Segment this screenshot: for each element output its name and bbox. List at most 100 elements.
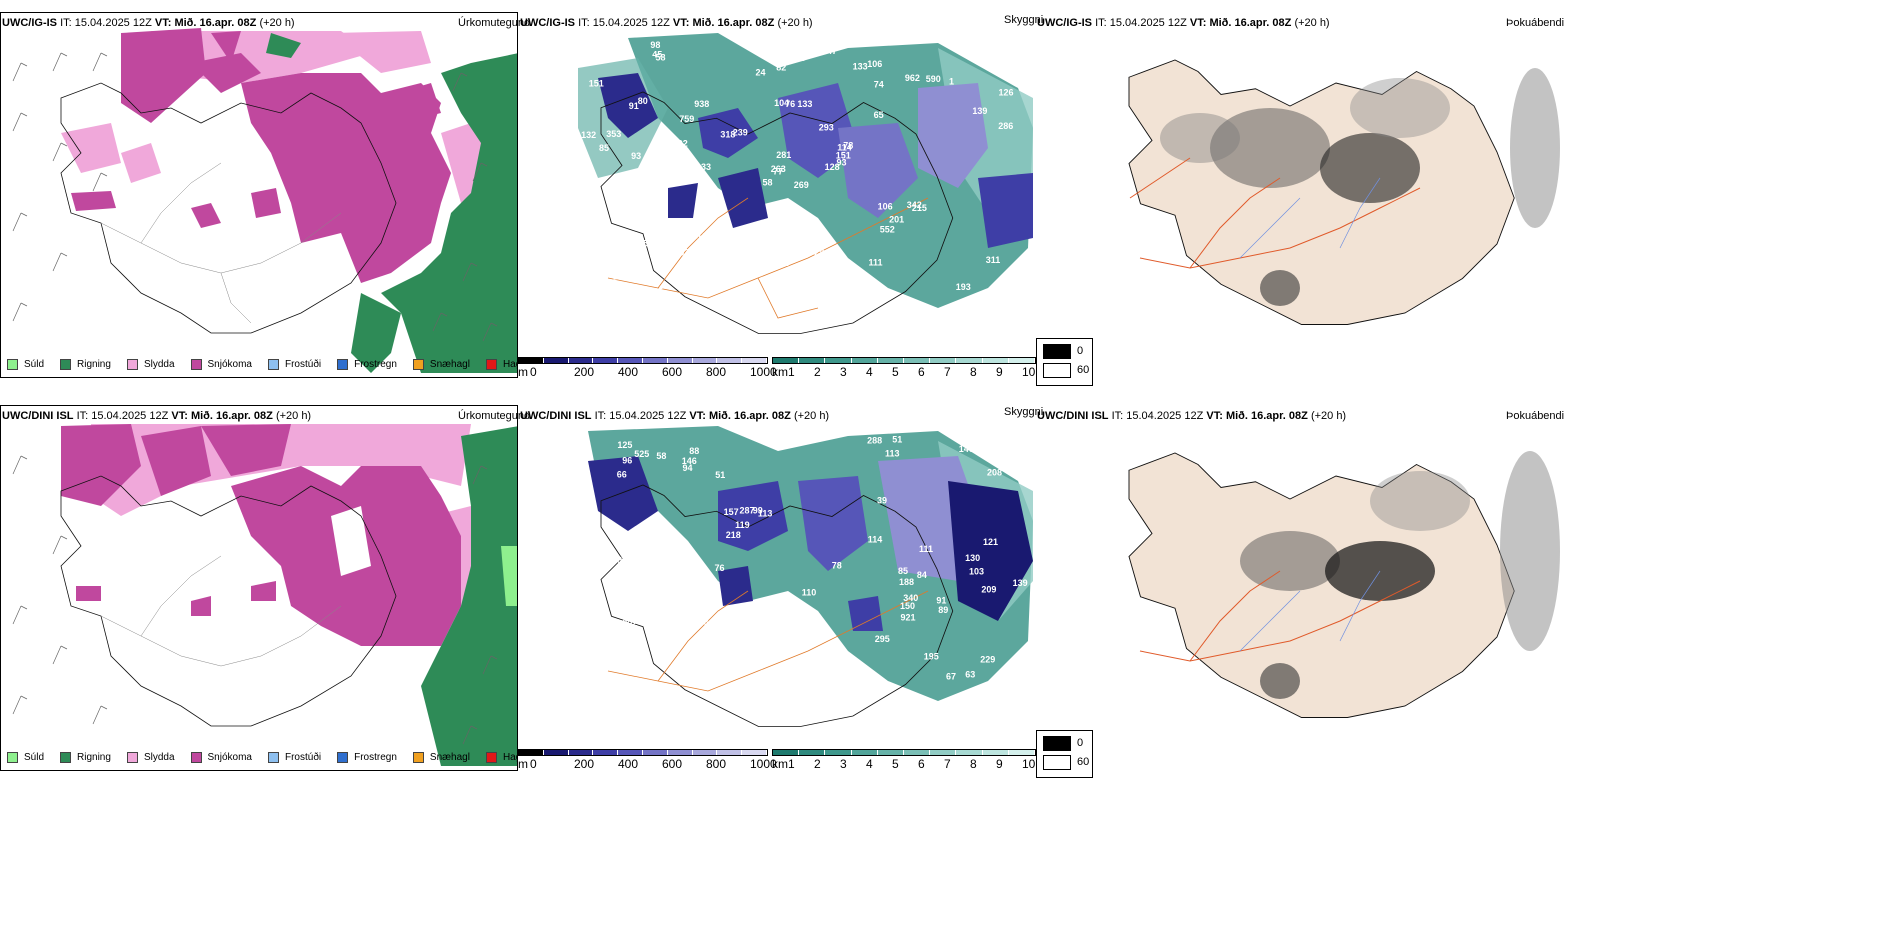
cloud-base-value: 263 (771, 164, 786, 174)
colorbar-tick: 10 (1022, 365, 1036, 379)
cloud-base-value: 25 (653, 286, 663, 296)
colorbar-segment (956, 358, 983, 363)
cloud-base-value: 91 (629, 101, 639, 111)
cloud-base-value: 226 (641, 609, 656, 619)
header-fog-row1: UWC/IG-IS IT: 15.04.2025 12Z VT: Mið. 16… (1037, 17, 1330, 30)
cloud-base-value: 215 (912, 203, 927, 213)
legend-label: Snjókoma (207, 359, 252, 370)
colorbar-segment (877, 750, 905, 755)
cloud-base-value: 123 (1006, 435, 1021, 445)
cloud-base-value: 281 (776, 150, 791, 160)
cloud-base-value: 106 (878, 202, 893, 212)
legend-swatch (267, 359, 279, 370)
cloud-base-value: 89 (938, 605, 948, 615)
colorbar-tick: 0 (530, 365, 537, 379)
cloud-base-value: 77 (773, 167, 783, 177)
colorbar-strip (518, 749, 768, 756)
init-label: IT: (594, 410, 607, 422)
cloud-base-value: 139 (972, 106, 987, 116)
legend-swatch (190, 752, 202, 763)
legend-item: Haglél (485, 752, 517, 763)
legend-swatch (337, 359, 349, 370)
fog-key: 0 60 (1036, 338, 1093, 386)
colorbar-tick: 4 (866, 757, 873, 771)
cloud-base-value: 525 (634, 449, 649, 459)
legend-item: Snjókoma (190, 752, 252, 763)
cloud-base-value: 122 (662, 572, 677, 582)
colorbar-segment (593, 750, 619, 755)
cloud-base-value: 759 (679, 114, 694, 124)
colorbar-tick: 5 (892, 365, 899, 379)
colorbar-tick: 2 (814, 365, 821, 379)
cloud-base-value: 63 (965, 670, 975, 680)
colorbar-segment (568, 358, 594, 363)
fog-map (1128, 451, 1560, 718)
header-cloud-row1: UWC/IG-IS IT: 15.04.2025 12Z VT: Mið. 16… (520, 17, 813, 30)
valid-value: Mið. 16.apr. 08Z (1209, 17, 1292, 29)
init-value: 15.04.2025 12Z (1109, 17, 1187, 29)
legend-label: Haglél (502, 752, 517, 763)
colorbar-tick: 1 (788, 757, 795, 771)
cloud-base-value: 65 (613, 260, 623, 270)
init-value: 15.04.2025 12Z (592, 17, 670, 29)
cloud-base-value: 110 (802, 588, 817, 598)
cloud-base-value: 552 (880, 224, 895, 234)
cloud-base-value: 288 (867, 435, 882, 445)
colorbar-segment (519, 750, 544, 755)
colorbar-tick: 9 (996, 365, 1003, 379)
roads (607, 590, 929, 692)
header-cloud-row2: UWC/DINI ISL IT: 15.04.2025 12Z VT: Mið.… (520, 410, 829, 423)
colorbar-tick: 6 (918, 757, 925, 771)
valid-label: VT: (1206, 410, 1223, 422)
lead-time: (+20 h) (259, 17, 295, 29)
cloud-base-value: 962 (905, 73, 920, 83)
cloud-base-value: 125 (617, 440, 632, 450)
colorbar-segment (593, 358, 619, 363)
fog-key-high: 0 (1077, 345, 1084, 357)
cloud-base-value: 313 (982, 435, 997, 445)
cloud-panel-row1: 269 91 77 65 114 59 106 133 74 128 58 25 93 126 58 65 25… (518, 28, 1038, 348)
ceiling-fill (598, 73, 1033, 248)
fog-shading (1160, 68, 1560, 306)
cloud-base-value: 52 (679, 248, 689, 258)
roads (1129, 157, 1421, 269)
fog-panel-row1 (1040, 28, 1560, 348)
precip-type-title: Úrkomutegund (458, 17, 531, 29)
legend-label: Snæhagl (429, 359, 470, 370)
colorbar-tick: 4 (866, 365, 873, 379)
cloud-base-value: 193 (956, 282, 971, 292)
iceland-outline (60, 82, 397, 334)
colorbar-tick: 7 (944, 757, 951, 771)
colorbar-segment (930, 750, 957, 755)
cloud-base-value: 295 (875, 634, 890, 644)
fog-title: Þokuábendi (1506, 410, 1565, 422)
cloud-base-value: 128 (825, 162, 840, 172)
legend-swatch (7, 752, 18, 763)
cloud-base-value: 146 (682, 456, 697, 466)
cloud-base-value: 151 (589, 79, 604, 89)
colorbar-segment (667, 750, 693, 755)
precip-type-panel-row2: Súld Rigning Slydda Snjókoma Frostúði Frostre… (0, 405, 518, 771)
legend-swatch (60, 752, 72, 763)
model-name: UWC/DINI ISL (1037, 410, 1109, 422)
lead-time: (+20 h) (1310, 410, 1347, 422)
wind-barbs (12, 52, 498, 342)
cloud-base-value: 45 (652, 49, 662, 59)
road-network (100, 555, 342, 667)
wind-barbs (12, 455, 498, 745)
cloud-base-value: 287 (740, 505, 755, 515)
ceiling-colorbar: m 0 200 400 600 800 1000 (518, 749, 777, 771)
legend-swatch (412, 752, 424, 763)
cloud-base-value: 78 (843, 140, 853, 150)
cloud-base-value: 85 (599, 143, 609, 153)
cloud-base-value: 74 (874, 80, 884, 90)
model-name: UWC/IG-IS (2, 17, 57, 29)
colorbar-tick: 8 (970, 757, 977, 771)
cloud-base-value: 76 (715, 563, 725, 573)
colorbar-segment (982, 750, 1009, 755)
legend-swatch (190, 359, 202, 370)
cloud-base-value: 94 (617, 555, 627, 565)
legend-item: Snæhagl (412, 752, 470, 763)
cloud-base-value: 96 (622, 455, 632, 465)
init-value: 15.04.2025 12Z (609, 410, 687, 422)
